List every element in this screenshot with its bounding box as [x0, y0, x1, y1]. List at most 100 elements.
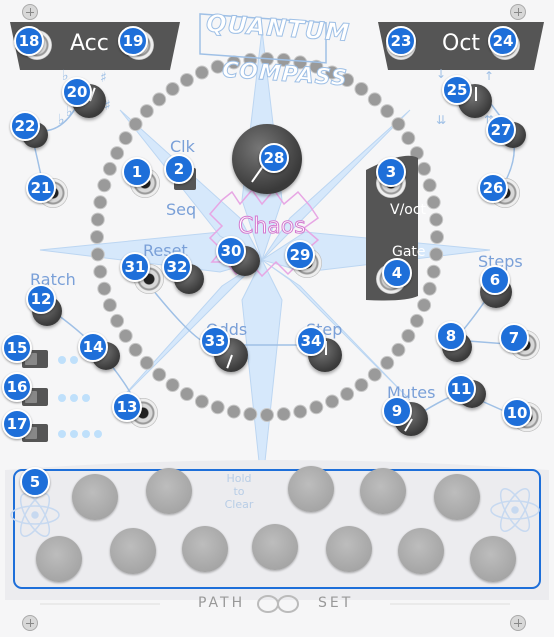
ring-led [118, 328, 133, 343]
led-ring [90, 52, 444, 422]
svg-text:↑: ↑ [484, 69, 494, 83]
ratchet-indicator-dot [58, 430, 66, 438]
ring-led [417, 298, 432, 313]
badge-2: 2 [164, 154, 194, 184]
badge-7: 7 [499, 323, 529, 353]
ring-led [276, 407, 291, 422]
ratchet-indicator-dot [70, 356, 78, 364]
ring-led [128, 342, 143, 357]
step-pad-10[interactable] [326, 526, 372, 572]
ring-led [128, 117, 143, 132]
ring-led [102, 161, 117, 176]
ring-led [401, 328, 416, 343]
step-pad-1[interactable] [72, 474, 118, 520]
ratchet-indicator-dot [82, 430, 90, 438]
ring-led [391, 117, 406, 132]
badge-26: 26 [478, 173, 508, 203]
ring-led [422, 178, 437, 193]
ring-led [260, 408, 274, 422]
ring-led [243, 407, 258, 422]
ring-led [165, 378, 180, 392]
badge-3: 3 [376, 157, 406, 187]
ring-led [426, 264, 441, 279]
ratchet-indicator-dot [82, 394, 90, 402]
step-pad-5[interactable] [434, 474, 480, 520]
badge-21: 21 [26, 173, 56, 203]
badge-22: 22 [10, 111, 40, 141]
ring-led [401, 131, 416, 146]
accidental-glyphs: ♭ ♯ ♭ ♭ ♯ [58, 68, 111, 128]
svg-text:♭: ♭ [58, 112, 65, 128]
step-pad-7[interactable] [110, 528, 156, 574]
hold-to-clear-label: Hold to Clear [224, 472, 254, 511]
step-pad-11[interactable] [398, 528, 444, 574]
step-pad-8[interactable] [182, 526, 228, 572]
ring-led [90, 230, 104, 244]
clk-label: Clk [170, 137, 195, 156]
badge-11: 11 [446, 374, 476, 404]
ring-led [90, 247, 105, 262]
step-pad-2[interactable] [146, 468, 192, 514]
ring-led [380, 355, 395, 370]
ring-led [210, 400, 225, 415]
ring-led [194, 65, 209, 80]
ring-led [93, 195, 108, 210]
badge-20: 20 [62, 77, 92, 107]
screw-top-left [22, 4, 38, 20]
step-pad-4[interactable] [360, 468, 406, 514]
ring-led [293, 55, 308, 70]
badge-15: 15 [2, 333, 32, 363]
ring-led [429, 247, 444, 262]
ring-led [340, 387, 355, 401]
ring-led [340, 73, 355, 87]
ring-led [165, 82, 180, 96]
chaos-label: Chaos [238, 214, 307, 240]
ratchet-indicator-dot [70, 394, 78, 402]
ring-led [417, 161, 432, 176]
step-pad-6[interactable] [36, 536, 82, 582]
badge-6: 6 [480, 265, 510, 295]
badge-27: 27 [486, 115, 516, 145]
screw-bottom-right [510, 615, 526, 631]
screw-top-right [510, 4, 526, 20]
step-pad-3[interactable] [288, 466, 334, 512]
ratchet-indicator-dot [70, 430, 78, 438]
badge-29: 29 [285, 240, 315, 270]
badge-32: 32 [162, 252, 192, 282]
badge-10: 10 [502, 398, 532, 428]
badge-31: 31 [120, 252, 150, 282]
ring-led [367, 92, 382, 107]
ring-led [391, 342, 406, 357]
badge-4: 4 [382, 258, 412, 288]
atom-left-graphic [10, 492, 60, 538]
svg-text:♭: ♭ [62, 68, 69, 84]
ring-led [354, 82, 369, 96]
badge-24: 24 [488, 26, 518, 56]
screw-bottom-left [22, 615, 38, 631]
step-pad-12[interactable] [470, 536, 516, 582]
ring-led [380, 104, 395, 119]
ring-led [325, 65, 340, 80]
step-pad-9[interactable] [252, 524, 298, 570]
badge-13: 13 [112, 392, 142, 422]
badge-5: 5 [20, 467, 50, 497]
badge-25: 25 [442, 75, 472, 105]
badge-17: 17 [2, 409, 32, 439]
badge-9: 9 [382, 396, 412, 426]
badge-8: 8 [436, 321, 466, 351]
ring-led [152, 92, 167, 107]
seq-label: Seq [166, 200, 197, 219]
ring-led [430, 230, 444, 244]
acc-label: Acc [70, 31, 109, 56]
badge-1: 1 [122, 157, 152, 187]
badge-30: 30 [216, 236, 246, 266]
ring-led [93, 264, 108, 279]
badge-28: 28 [259, 143, 289, 173]
ring-led [118, 131, 133, 146]
ring-led [110, 146, 125, 161]
svg-text:♯: ♯ [104, 98, 111, 114]
badge-23: 23 [386, 26, 416, 56]
gate-label: Gate [392, 244, 426, 260]
badge-18: 18 [14, 26, 44, 56]
svg-text:♭: ♭ [66, 104, 73, 120]
